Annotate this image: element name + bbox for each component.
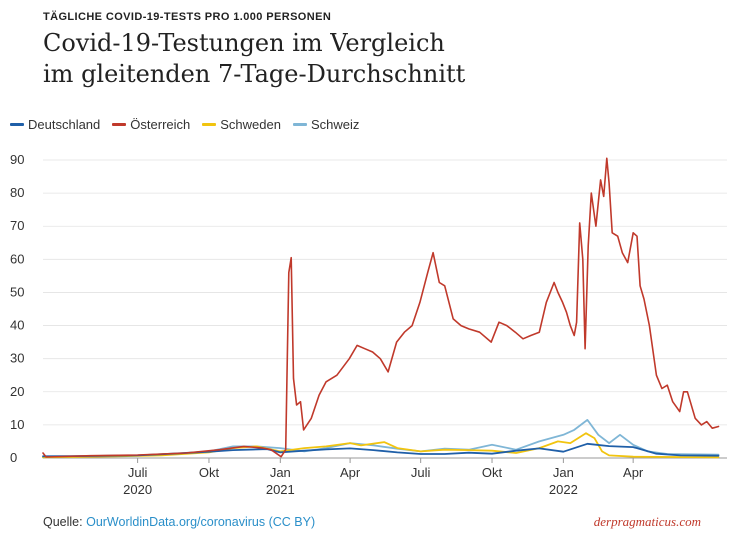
y-tick-label-50: 50 (10, 284, 24, 299)
source-label: Quelle: (43, 515, 87, 529)
legend-label: Schweden (220, 116, 281, 132)
chart-title: Covid-19-Testungen im Vergleich im gleit… (43, 28, 703, 90)
x-tick-label-6: Jan (553, 465, 574, 480)
x-tick-label-0: Juli (128, 465, 148, 480)
x-tick-label-4: Juli (411, 465, 431, 480)
x-tick-label-7: Apr (623, 465, 644, 480)
chart-title-line1: Covid-19-Testungen im Vergleich (43, 29, 445, 57)
x-tick-year-6: 2022 (549, 482, 578, 497)
x-tick-label-2: Jan (270, 465, 291, 480)
y-tick-label-0: 0 (10, 450, 17, 465)
legend-label: Österreich (130, 116, 191, 132)
y-tick-label-80: 80 (10, 185, 24, 200)
legend-item-2: Schweden (202, 117, 281, 132)
legend: Deutschland Österreich Schweden Schweiz (10, 116, 371, 132)
source-note: Quelle: OurWorldinData.org/coronavirus (… (43, 515, 315, 529)
y-tick-label-40: 40 (10, 318, 24, 333)
legend-item-0: Deutschland (10, 117, 100, 132)
chart-title-line2: im gleitenden 7-Tage-Durchschnitt (43, 60, 466, 88)
y-tick-label-20: 20 (10, 384, 24, 399)
series-line-deutschland (42, 442, 720, 458)
y-tick-label-30: 30 (10, 351, 24, 366)
y-tick-label-60: 60 (10, 251, 24, 266)
x-tick-year-0: 2020 (123, 482, 152, 497)
y-tick-label-70: 70 (10, 218, 24, 233)
y-tick-label-90: 90 (10, 152, 24, 167)
chart-kicker: TÄGLICHE COVID-19-TESTS PRO 1.000 PERSON… (43, 11, 332, 23)
legend-item-1: Österreich (112, 117, 190, 132)
x-tick-year-2: 2021 (266, 482, 295, 497)
x-tick-label-3: Apr (340, 465, 361, 480)
y-tick-label-10: 10 (10, 417, 24, 432)
x-tick-label-1: Okt (199, 465, 220, 480)
series-line-sterreich (42, 157, 720, 458)
legend-swatch (202, 122, 217, 126)
legend-swatch (292, 122, 307, 126)
legend-swatch (10, 122, 24, 126)
legend-label: Schweiz (310, 116, 360, 132)
brand-watermark: derpragmaticus.com (593, 514, 701, 529)
legend-label: Deutschland (28, 116, 101, 132)
source-link[interactable]: OurWorldinData.org/coronavirus (CC BY) (86, 515, 316, 529)
legend-swatch (112, 122, 127, 126)
legend-item-3: Schweiz (292, 116, 360, 132)
x-tick-label-5: Okt (482, 465, 503, 480)
